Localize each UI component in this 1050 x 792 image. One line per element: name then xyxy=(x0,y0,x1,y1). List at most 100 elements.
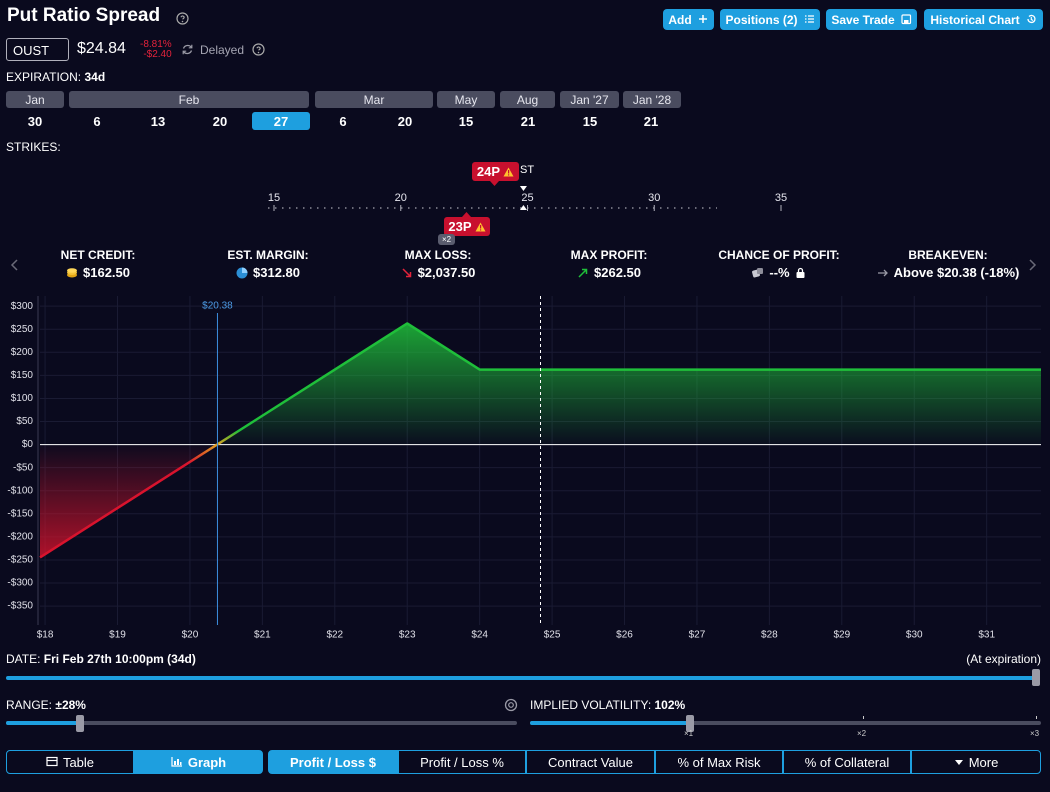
metric-tab[interactable]: % of Max Risk xyxy=(655,750,783,774)
stat: NET CREDIT: $162.50 xyxy=(13,248,183,280)
iv-slider[interactable] xyxy=(530,721,1041,725)
month-pill[interactable]: May xyxy=(437,91,495,108)
help-icon[interactable] xyxy=(176,12,189,25)
stat: MAX LOSS: $2,037.50 xyxy=(353,248,523,280)
expiration-date[interactable]: 21 xyxy=(520,113,536,129)
caret-icon xyxy=(954,759,963,765)
button-icon xyxy=(1027,14,1036,24)
strikes-label: STRIKES: xyxy=(6,140,61,154)
iv-scale-tick xyxy=(863,716,864,719)
y-tick-label: -$300 xyxy=(7,578,33,589)
button-icon xyxy=(901,14,911,25)
stat: CHANCE OF PROFIT: --% xyxy=(694,248,864,280)
stat-label: MAX LOSS: xyxy=(404,248,472,262)
metric-tab[interactable]: More xyxy=(911,750,1041,774)
expiration-date[interactable]: 27 xyxy=(252,112,310,130)
x-tick-label: $18 xyxy=(37,630,54,641)
date-label: DATE: xyxy=(6,652,41,666)
x-tick-label: $22 xyxy=(326,630,343,641)
expiration-date[interactable]: 15 xyxy=(582,113,598,129)
stat-label: CHANCE OF PROFIT: xyxy=(718,248,840,262)
x-tick-label: $26 xyxy=(616,630,633,641)
expiration-date[interactable]: 6 xyxy=(339,113,347,129)
date-value: Fri Feb 27th 10:00pm (34d) xyxy=(43,652,196,666)
warning-icon xyxy=(475,222,486,231)
stat-icon xyxy=(402,267,411,277)
range-slider-knob[interactable] xyxy=(76,715,84,732)
stat: EST. MARGIN: $312.80 xyxy=(183,248,353,280)
expiration-date[interactable]: 20 xyxy=(397,113,413,129)
next-arrow[interactable] xyxy=(1026,258,1038,272)
month-pill[interactable]: Jan '28 xyxy=(623,91,681,108)
strike-leg[interactable]: 23P xyxy=(444,217,490,236)
expiration-days: 34d xyxy=(84,70,106,84)
button-label: Save Trade xyxy=(831,12,895,27)
metric-tab[interactable]: Profit / Loss % xyxy=(398,750,526,774)
header-button[interactable]: Positions (2) xyxy=(720,9,820,30)
leg-label: 24P xyxy=(476,164,501,179)
month-pill[interactable]: Feb xyxy=(69,91,309,108)
strike-tick-label: 20 xyxy=(395,192,407,204)
view-tab[interactable]: Graph xyxy=(134,750,263,774)
expiration-date[interactable]: 21 xyxy=(643,113,659,129)
expiration-date[interactable]: 20 xyxy=(212,113,228,129)
help-icon[interactable] xyxy=(252,43,265,56)
expiration-date[interactable]: 15 xyxy=(458,113,474,129)
view-tab[interactable]: Table xyxy=(6,750,134,774)
price-tag: ST xyxy=(520,164,535,176)
x-tick-label: $27 xyxy=(689,630,706,641)
date-slider-knob[interactable] xyxy=(1032,669,1040,686)
expiration-date[interactable]: 13 xyxy=(150,113,166,129)
y-tick-label: -$200 xyxy=(7,532,33,543)
metric-tab[interactable]: % of Collateral xyxy=(783,750,911,774)
leg-pointer xyxy=(490,181,499,186)
stat-value-row: --% xyxy=(694,265,864,280)
metric-tab[interactable]: Contract Value xyxy=(526,750,655,774)
button-label: Positions (2) xyxy=(725,12,798,27)
expiration-date[interactable]: 30 xyxy=(27,113,43,129)
strike-leg[interactable]: 24P xyxy=(472,162,519,181)
header-button[interactable]: Save Trade xyxy=(826,9,917,30)
expiration-label: EXPIRATION: xyxy=(6,70,82,84)
prev-arrow[interactable] xyxy=(9,258,21,272)
date-row: DATE: Fri Feb 27th 10:00pm (34d) xyxy=(6,652,196,666)
breakeven-label: $20.38 xyxy=(202,301,233,312)
x-tick-label: $20 xyxy=(182,630,199,641)
month-pill[interactable]: Mar xyxy=(315,91,433,108)
tab-label: Table xyxy=(62,754,95,770)
strike-tick-label: 15 xyxy=(268,192,280,204)
stat-label: MAX PROFIT: xyxy=(570,248,648,262)
stat-value-row: $162.50 xyxy=(13,265,183,280)
stat-label: NET CREDIT: xyxy=(60,248,136,262)
y-tick-label: $50 xyxy=(16,416,33,427)
y-tick-label: $0 xyxy=(22,439,34,450)
header-button[interactable]: Add xyxy=(663,9,714,30)
month-pill[interactable]: Jan '27 xyxy=(560,91,619,108)
date-slider[interactable] xyxy=(6,676,1035,680)
month-pill[interactable]: Aug xyxy=(500,91,555,108)
symbol-input[interactable]: OUST xyxy=(6,38,69,61)
tab-label: Profit / Loss $ xyxy=(290,754,376,770)
iv-slider-knob[interactable] xyxy=(686,715,694,732)
range-slider[interactable] xyxy=(6,721,517,725)
stat-value: $262.50 xyxy=(594,265,641,280)
x-tick-label: $31 xyxy=(978,630,995,641)
change: -8.81% -$2.40 xyxy=(140,40,172,60)
iv-scale-label: ×1 xyxy=(684,729,694,738)
header-button[interactable]: Historical Chart xyxy=(924,9,1043,30)
y-tick-label: $300 xyxy=(11,301,34,312)
stat-icon xyxy=(877,269,888,276)
metric-tab[interactable]: Profit / Loss $ xyxy=(268,750,398,774)
iv-scale-label: ×2 xyxy=(857,729,867,738)
stat-value-row: Above $20.38 (-18%) xyxy=(863,265,1033,280)
range-value: ±28% xyxy=(55,698,86,712)
month-pill[interactable]: Jan xyxy=(6,91,64,108)
refresh-icon[interactable] xyxy=(181,43,194,56)
x-tick-label: $19 xyxy=(109,630,126,641)
button-icon xyxy=(698,15,707,23)
reset-icon[interactable] xyxy=(504,698,518,712)
leg-quantity: ×2 xyxy=(438,234,455,245)
stat-icon xyxy=(578,268,588,278)
strike-tick-label: 35 xyxy=(775,192,787,204)
expiration-date[interactable]: 6 xyxy=(93,113,101,129)
